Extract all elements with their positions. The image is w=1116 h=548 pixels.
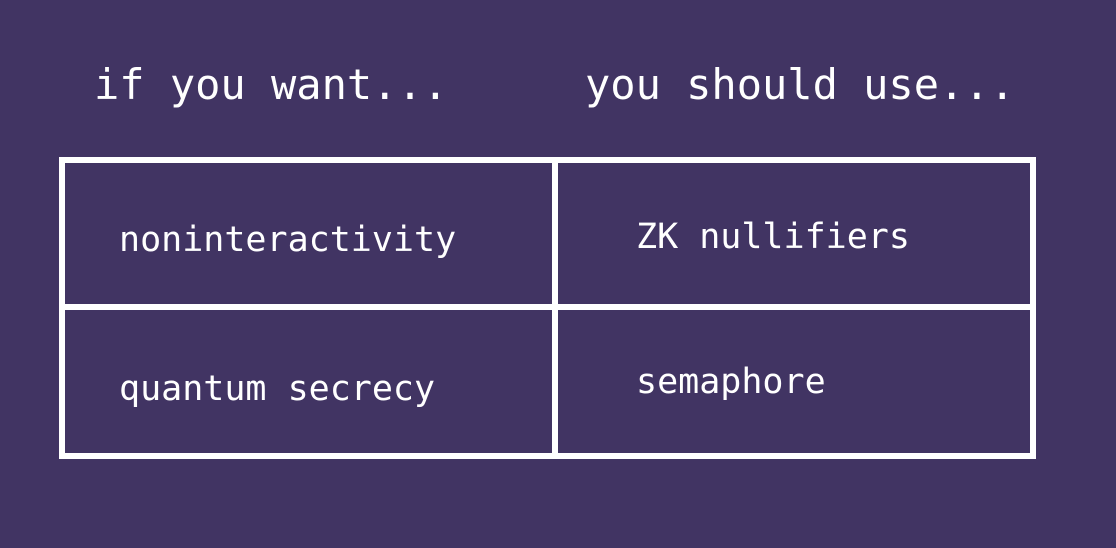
- header-if-you-want: if you want...: [94, 60, 449, 109]
- cell-use-row-1: ZK nullifiers: [636, 217, 910, 257]
- header-you-should-use: you should use...: [585, 60, 1015, 109]
- cell-use-row-2: semaphore: [636, 362, 826, 402]
- comparison-table: noninteractivity ZK nullifiers quantum s…: [59, 157, 1036, 459]
- row-divider: [65, 304, 1030, 310]
- cell-want-row-2: quantum secrecy: [119, 369, 436, 409]
- cell-want-row-1: noninteractivity: [119, 220, 457, 260]
